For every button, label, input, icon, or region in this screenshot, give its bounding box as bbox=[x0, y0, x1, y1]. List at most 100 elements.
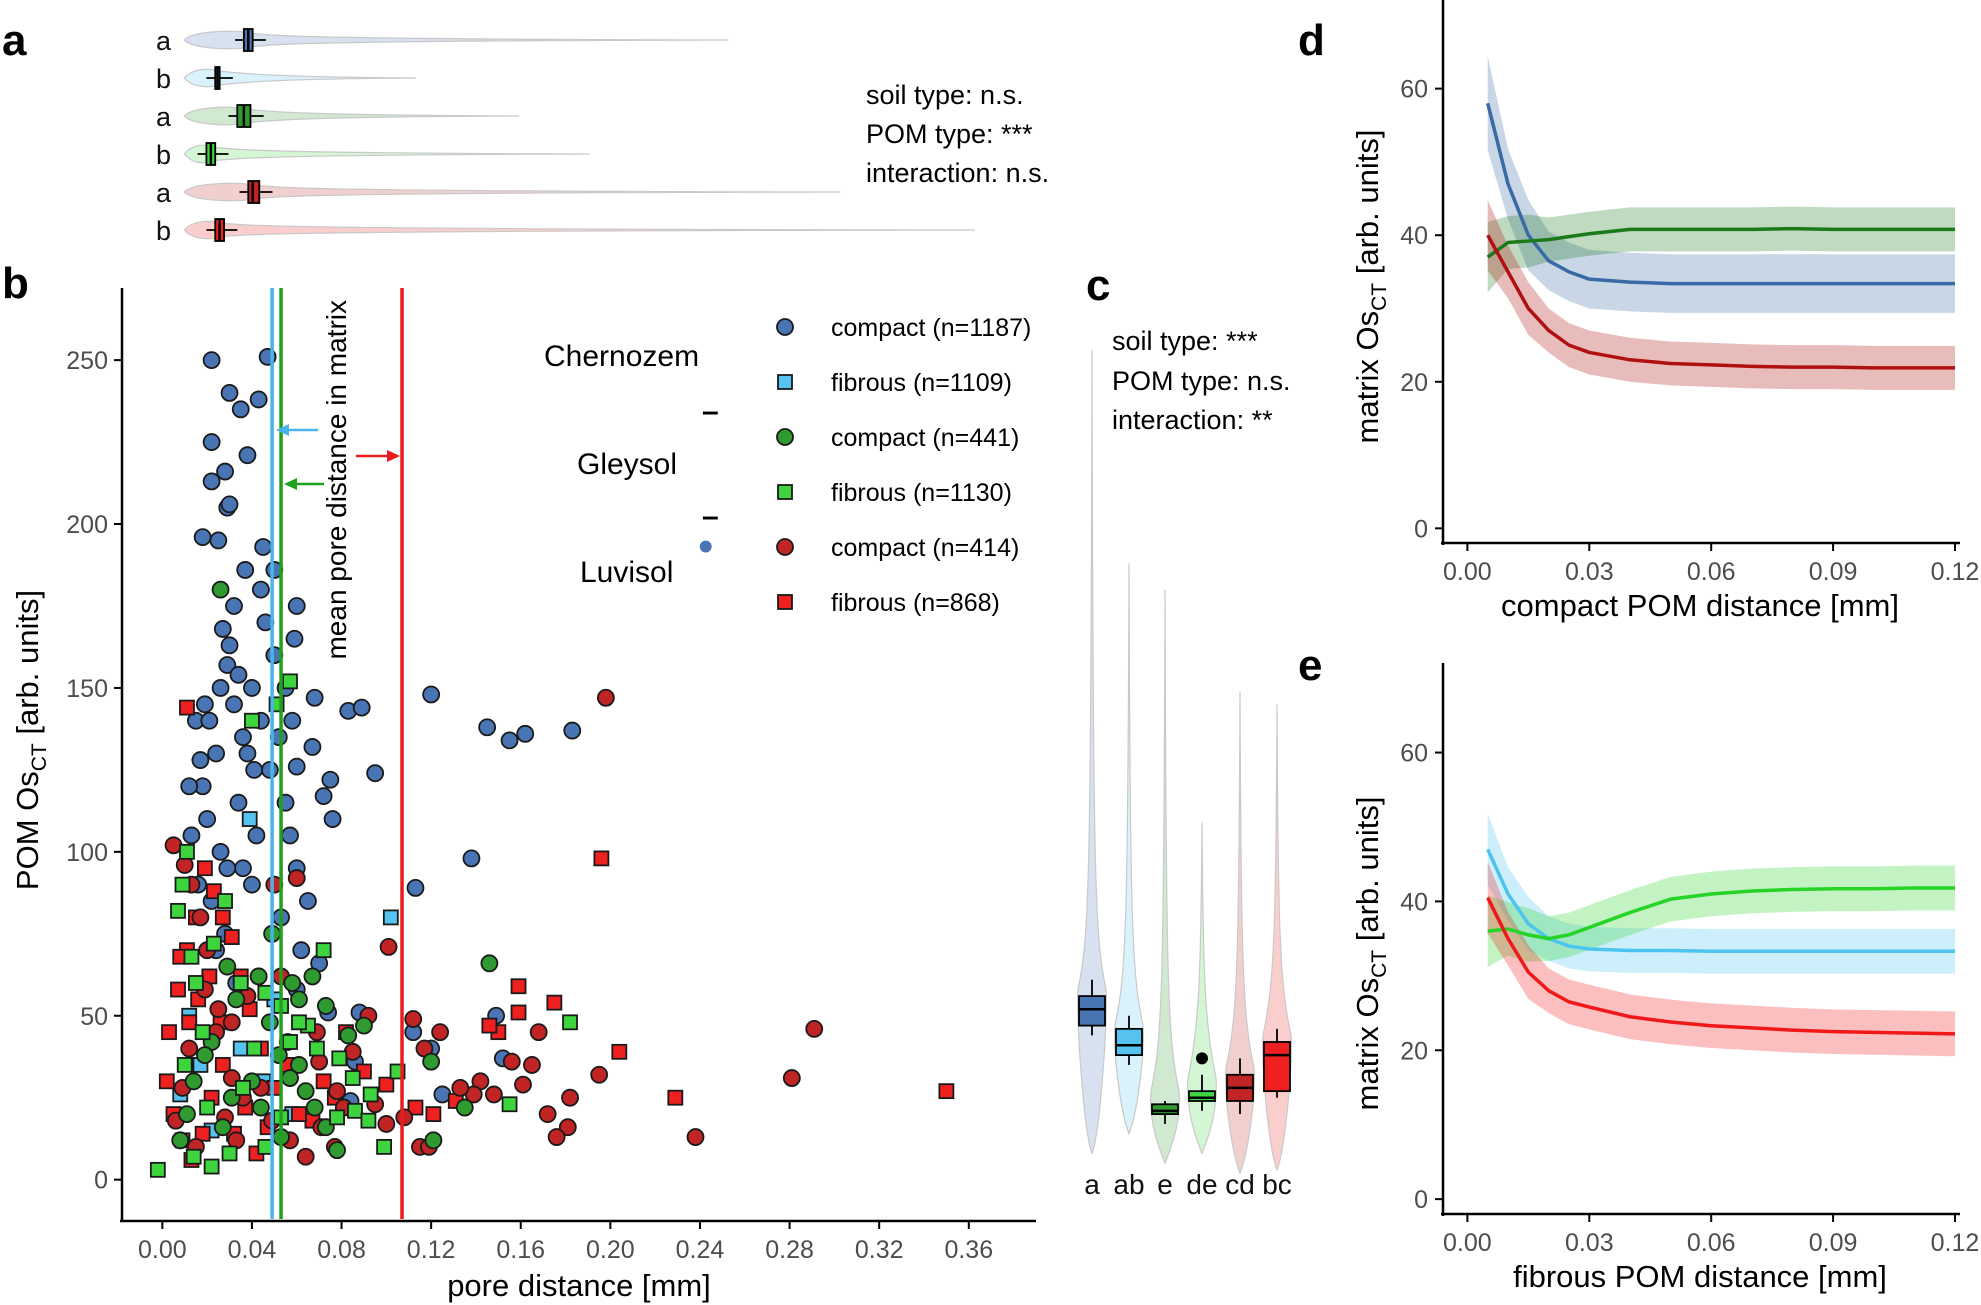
panel-c-letter: de bbox=[1186, 1169, 1217, 1200]
band-luvisol bbox=[1487, 200, 1955, 390]
point-gleysol_compact bbox=[171, 1131, 190, 1150]
point-luvisol_fibrous bbox=[291, 1106, 307, 1122]
point-chernozem_compact bbox=[236, 561, 255, 579]
legend-key-square bbox=[777, 374, 793, 390]
point-chernozem_compact bbox=[225, 597, 243, 615]
point-gleysol_compact bbox=[303, 967, 322, 986]
point-luvisol_compact bbox=[296, 1147, 315, 1166]
point-chernozem_compact bbox=[314, 787, 333, 806]
point-chernozem_compact bbox=[422, 685, 441, 704]
legend-key-circle bbox=[776, 538, 794, 556]
point-chernozem_compact bbox=[213, 620, 232, 638]
point-chernozem_compact bbox=[182, 826, 201, 845]
panel-c-violin bbox=[1114, 563, 1144, 1136]
panel-a-stat-interaction: interaction: n.s. bbox=[866, 158, 1049, 188]
point-chernozem_compact bbox=[202, 433, 221, 451]
point-luvisol_fibrous bbox=[223, 929, 240, 945]
point-chernozem_compact bbox=[195, 695, 214, 714]
point-chernozem_compact bbox=[352, 698, 371, 717]
panel-b-xtick-label: 0.16 bbox=[496, 1236, 545, 1264]
point-gleysol_fibrous bbox=[203, 1158, 220, 1175]
point-gleysol_compact bbox=[283, 974, 302, 992]
point-luvisol_compact bbox=[514, 1075, 532, 1094]
panel-c-violin bbox=[1077, 350, 1107, 1156]
point-chernozem_compact bbox=[305, 688, 324, 707]
legend-label: compact (n=1187) bbox=[831, 314, 1031, 342]
band-chernozem bbox=[1487, 813, 1955, 974]
point-luvisol_compact bbox=[209, 1000, 228, 1019]
point-gleysol_fibrous bbox=[194, 1024, 211, 1041]
panel-label-d: d bbox=[1298, 16, 1325, 65]
point-gleysol_fibrous bbox=[149, 1161, 166, 1178]
point-luvisol_compact bbox=[558, 1118, 577, 1137]
panel-c-outlier bbox=[1196, 1052, 1208, 1065]
point-gleysol_fibrous bbox=[376, 1138, 393, 1155]
legend-label: fibrous (n=868) bbox=[831, 589, 1000, 617]
point-chernozem_compact bbox=[234, 859, 252, 878]
point-gleysol_fibrous bbox=[308, 1040, 325, 1057]
point-chernozem_compact bbox=[281, 826, 299, 845]
legend-key-square bbox=[777, 484, 793, 500]
panel-c-letter: a bbox=[1084, 1169, 1100, 1200]
point-luvisol_fibrous bbox=[407, 1099, 424, 1116]
point-chernozem_compact bbox=[283, 711, 302, 730]
point-chernozem_compact bbox=[287, 757, 306, 776]
panel-label-a: a bbox=[2, 16, 27, 65]
panel-c-letter: e bbox=[1157, 1169, 1173, 1200]
point-gleysol_fibrous bbox=[329, 1109, 345, 1126]
point-luvisol_compact bbox=[805, 1019, 824, 1038]
panel-b-xtick-label: 0.08 bbox=[317, 1236, 366, 1264]
point-chernozem_fibrous bbox=[232, 1040, 249, 1057]
panel-b-xtick-label: 0.12 bbox=[407, 1236, 456, 1264]
point-chernozem_compact bbox=[209, 531, 228, 550]
point-gleysol_fibrous bbox=[315, 942, 332, 959]
point-chernozem_compact bbox=[563, 721, 582, 740]
point-luvisol_fibrous bbox=[481, 1017, 498, 1034]
point-luvisol_compact bbox=[484, 1085, 503, 1104]
point-chernozem_compact bbox=[218, 656, 237, 674]
point-luvisol_fibrous bbox=[194, 1125, 211, 1142]
panel-b-ytick-label: 50 bbox=[80, 1003, 108, 1031]
point-chernozem_compact bbox=[193, 528, 212, 547]
point-luvisol_compact bbox=[686, 1128, 705, 1146]
panel-e-ylabel: matrix OsCT [arb. units] bbox=[1350, 797, 1391, 1111]
panel-b-xtick-label: 0.20 bbox=[586, 1236, 635, 1264]
panel-b-points bbox=[149, 347, 955, 1178]
point-luvisol_compact bbox=[523, 1056, 541, 1074]
point-gleysol_fibrous bbox=[344, 1070, 361, 1086]
panel-d-xtick-label: 0.12 bbox=[1931, 558, 1980, 586]
legend-key-circle bbox=[776, 428, 794, 446]
legend-group-luvisol: Luvisol bbox=[580, 556, 673, 589]
arrow-chernozem-head bbox=[276, 424, 289, 436]
panel-b-xtick-label: 0.36 bbox=[944, 1236, 993, 1264]
panel-d-ylabel: matrix OsCT [arb. units] bbox=[1350, 130, 1391, 444]
point-luvisol_fibrous bbox=[170, 981, 186, 998]
panel-a-letter: a bbox=[156, 26, 172, 56]
band-chernozem bbox=[1487, 56, 1955, 313]
panel-d-ytick-label: 0 bbox=[1414, 515, 1428, 543]
point-chernozem_compact bbox=[234, 728, 252, 747]
point-luvisol_compact bbox=[404, 1010, 423, 1028]
point-chernozem_compact bbox=[292, 941, 311, 960]
legend-group-chernozem: Chernozem bbox=[544, 340, 699, 373]
point-luvisol_fibrous bbox=[181, 1014, 198, 1031]
point-gleysol_fibrous bbox=[217, 893, 233, 909]
point-gleysol_compact bbox=[339, 1026, 358, 1045]
point-luvisol_fibrous bbox=[425, 1106, 442, 1122]
point-chernozem_compact bbox=[220, 636, 239, 655]
point-luvisol_compact bbox=[431, 1023, 450, 1042]
point-luvisol_compact bbox=[596, 688, 615, 707]
arrow-gleysol-head bbox=[284, 478, 297, 490]
point-chernozem_compact bbox=[229, 793, 248, 812]
panel-c-stat-interaction: interaction: ** bbox=[1112, 405, 1273, 435]
point-gleysol_fibrous bbox=[562, 1014, 578, 1031]
point-chernozem_compact bbox=[207, 744, 225, 763]
panel-c-letter: bc bbox=[1262, 1169, 1292, 1200]
point-chernozem_compact bbox=[211, 842, 230, 861]
legend-label: fibrous (n=1130) bbox=[831, 479, 1012, 507]
point-chernozem_compact bbox=[366, 764, 385, 783]
point-gleysol_fibrous bbox=[205, 935, 222, 952]
point-chernozem_compact bbox=[254, 538, 273, 556]
point-luvisol_fibrous bbox=[510, 1004, 527, 1021]
